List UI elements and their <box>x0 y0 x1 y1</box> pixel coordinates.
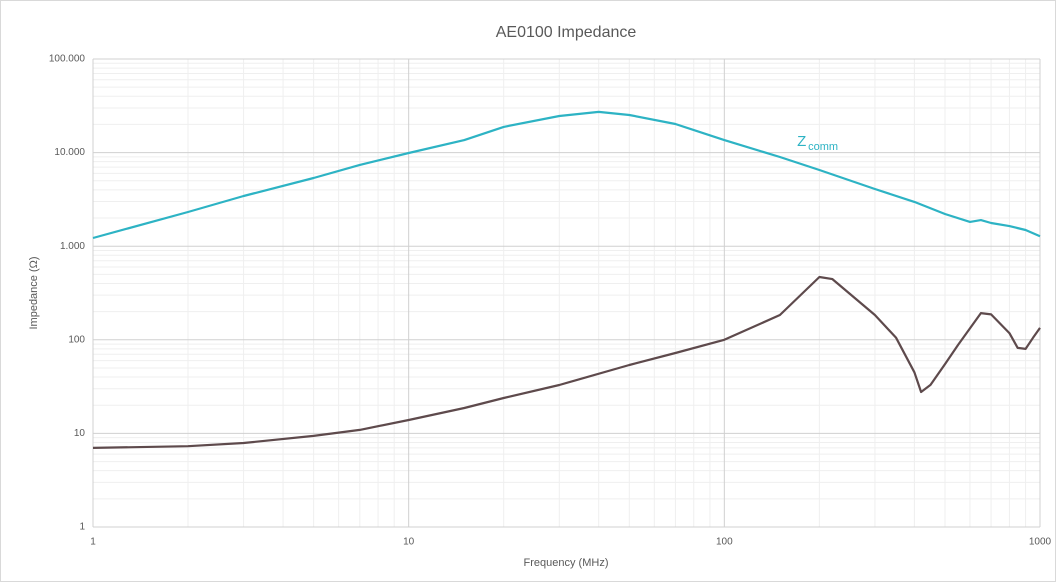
annotation: Z <box>797 133 806 150</box>
series-line <box>92 275 1041 449</box>
y-axis-label: Impedance (Ω) <box>28 256 40 329</box>
y-tick-label: 10 <box>74 428 86 439</box>
x-axis-label: Frequency (MHz) <box>524 557 609 569</box>
x-tick-label: 1 <box>90 537 96 548</box>
y-tick-label: 100.000 <box>49 54 86 65</box>
chart-title: AE0100 Impedance <box>496 24 637 41</box>
annotation-subscript: comm <box>808 141 838 153</box>
y-tick-label: 1.000 <box>60 241 85 252</box>
x-tick-label: 10 <box>403 537 415 548</box>
y-tick-label: 100 <box>68 334 85 345</box>
y-tick-label: 10.000 <box>54 147 85 158</box>
y-tick-label: 1 <box>79 522 85 533</box>
x-tick-label: 1000 <box>1029 537 1052 548</box>
x-tick-label: 100 <box>716 537 733 548</box>
series-line <box>92 110 1041 240</box>
